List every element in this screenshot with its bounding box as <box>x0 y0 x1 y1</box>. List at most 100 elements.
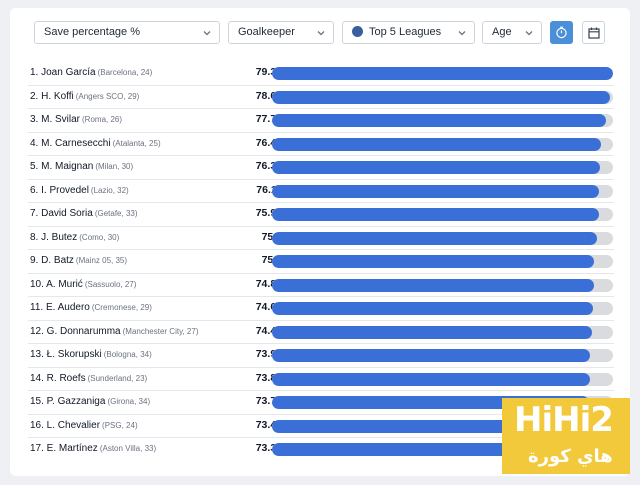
table-row[interactable]: 11. E. Audero (Cremonese, 29) 74.68 <box>28 297 614 321</box>
metric-select-label: Save percentage % <box>44 26 141 38</box>
stat-bar-fill <box>272 255 595 268</box>
player-club-age: (Atalanta, 25) <box>112 138 161 148</box>
player-club-age: (Barcelona, 24) <box>97 68 153 77</box>
player-name: 6. I. Provedel (Lazio, 32) <box>30 185 129 196</box>
stat-bar-track <box>272 137 613 151</box>
stat-bar-track <box>272 349 613 362</box>
stat-bar-fill <box>272 114 607 127</box>
player-rank-name: 2. H. Koffi <box>30 90 74 102</box>
globe-icon <box>352 26 363 37</box>
player-rank-name: 15. P. Gazzaniga <box>30 396 106 407</box>
player-rank-name: 4. M. Carnesecchi <box>30 137 111 149</box>
player-club-age: (Bologna, 34) <box>103 350 152 359</box>
stat-value: 75.94 <box>255 207 282 219</box>
stat-bar-fill <box>272 231 598 245</box>
player-rank-name: 7. David Soria <box>30 208 93 219</box>
player-rank-name: 13. Ł. Skorupski <box>30 349 102 360</box>
table-row[interactable]: 13. Ł. Skorupski (Bologna, 34) 73.91 <box>28 344 614 368</box>
player-name: 10. A. Murić (Sassuolo, 27) <box>30 279 136 290</box>
table-row[interactable]: 2. H. Koffi (Angers SCO, 29) 78.63 <box>28 86 614 109</box>
table-row[interactable]: 6. I. Provedel (Lazio, 32) 76.11 <box>28 180 614 203</box>
stat-bar-track <box>272 67 613 80</box>
stat-value: 74.68 <box>255 301 282 313</box>
season-calendar-button[interactable] <box>582 21 605 44</box>
player-rank-name: 11. E. Audero <box>30 302 90 313</box>
player-name: 5. M. Maignan (Milan, 30) <box>30 161 133 172</box>
player-club-age: (Aston Villa, 33) <box>99 444 157 453</box>
player-name: 2. H. Koffi (Angers SCO, 29) <box>30 91 139 102</box>
player-club-age: (Mainz 05, 35) <box>75 256 128 265</box>
table-row[interactable]: 3. M. Svilar (Roma, 26) 77.78 <box>28 109 614 133</box>
stat-bar-fill <box>272 302 594 315</box>
player-name: 1. Joan García (Barcelona, 24) <box>30 67 152 78</box>
stat-value: 76.32 <box>255 160 282 172</box>
player-rank-name: 12. G. Donnarumma <box>30 325 121 337</box>
player-club-age: (Manchester City, 27) <box>122 326 199 336</box>
table-row[interactable]: 7. David Soria (Getafe, 33) 75.94 <box>28 203 614 227</box>
age-select-label: Age <box>492 26 512 38</box>
player-rank-name: 10. A. Murić <box>30 278 83 290</box>
stat-bar-track <box>272 208 613 221</box>
stat-bar-track <box>272 255 613 268</box>
watermark-logo: HiHi2 هاي كورة <box>502 398 630 474</box>
filter-bar: Save percentage % Goalkeeper Top 5 Leagu… <box>34 21 606 53</box>
player-name: 8. J. Butez (Como, 30) <box>30 232 119 243</box>
stat-bar-track <box>272 231 613 245</box>
age-select[interactable]: Age <box>482 21 542 44</box>
stat-value: 74.47 <box>255 324 282 337</box>
player-ranking-list: 1. Joan García (Barcelona, 24) 79.31 2. H. … <box>28 62 614 462</box>
stat-value: 74.85 <box>255 277 282 290</box>
player-name: 11. E. Audero (Cremonese, 29) <box>30 302 152 313</box>
player-rank-name: 16. L. Chevalier <box>30 419 101 431</box>
stat-value: 77.78 <box>255 113 282 125</box>
chevron-down-icon <box>203 31 211 36</box>
stat-bar-fill <box>272 349 590 362</box>
player-club-age: (Girona, 34) <box>107 397 151 406</box>
stat-value: 75.0 <box>206 254 282 266</box>
player-club-age: (Getafe, 33) <box>94 209 138 218</box>
stat-bar-track <box>272 325 613 339</box>
position-select-label: Goalkeeper <box>238 26 295 38</box>
player-name: 12. G. Donnarumma (Manchester City, 27) <box>30 326 198 337</box>
stat-bar-track <box>272 90 613 104</box>
player-name: 16. L. Chevalier (PSG, 24) <box>30 420 138 431</box>
player-name: 9. D. Batz (Mainz 05, 35) <box>30 255 127 266</box>
competition-select[interactable]: Top 5 Leagues <box>342 21 475 44</box>
stat-value: 75.7 <box>206 231 282 243</box>
table-row[interactable]: 4. M. Carnesecchi (Atalanta, 25) 76.47 <box>28 133 614 156</box>
metric-select[interactable]: Save percentage % <box>34 21 220 44</box>
table-row[interactable]: 12. G. Donnarumma (Manchester City, 27) 74… <box>28 321 614 344</box>
stat-bar-fill <box>272 325 593 339</box>
stat-bar-fill <box>272 137 601 151</box>
per-90-toggle-button[interactable] <box>550 21 573 44</box>
player-club-age: (Milan, 30) <box>95 162 134 171</box>
stat-value: 76.11 <box>256 183 282 196</box>
stat-value: 76.47 <box>255 136 282 149</box>
player-name: 3. M. Svilar (Roma, 26) <box>30 114 122 125</box>
player-name: 7. David Soria (Getafe, 33) <box>30 208 138 219</box>
table-row[interactable]: 9. D. Batz(Mainz 05, 35) 75.0 <box>28 250 614 274</box>
player-rank-name: 8. J. Butez <box>30 231 78 243</box>
position-select[interactable]: Goalkeeper <box>228 21 334 44</box>
player-club-age: (Angers SCO, 29) <box>75 91 140 101</box>
stat-bar-track <box>272 114 613 127</box>
competition-select-label: Top 5 Leagues <box>369 26 442 38</box>
player-club-age: (Roma, 26) <box>82 115 123 124</box>
stat-bar-track <box>272 278 613 292</box>
table-row[interactable]: 10. A. Murić (Sassuolo, 27) 74.85 <box>28 274 614 297</box>
table-row[interactable]: 5. M. Maignan (Milan, 30) 76.32 <box>28 156 614 180</box>
player-name: 13. Ł. Skorupski (Bologna, 34) <box>30 349 152 360</box>
watermark-arabic-text: هاي كورة <box>528 446 613 467</box>
stat-bar-fill <box>272 90 611 104</box>
player-rank-name: 9. D. Batz <box>30 255 74 266</box>
table-row[interactable]: 8. J. Butez(Como, 30) 75.7 <box>28 227 614 250</box>
table-row[interactable]: 14. R. Roefs (Sunderland, 23) 73.85 <box>28 368 614 391</box>
player-club-age: (Lazio, 32) <box>90 185 129 195</box>
table-row[interactable]: 1. Joan García (Barcelona, 24) 79.31 <box>28 62 614 86</box>
player-name: 17. E. Martínez (Aston Villa, 33) <box>30 443 156 454</box>
player-rank-name: 17. E. Martínez <box>30 443 98 454</box>
stat-value: 73.85 <box>255 371 282 384</box>
stat-bar-fill <box>272 208 599 221</box>
player-rank-name: 14. R. Roefs <box>30 372 86 384</box>
player-rank-name: 5. M. Maignan <box>30 161 94 172</box>
